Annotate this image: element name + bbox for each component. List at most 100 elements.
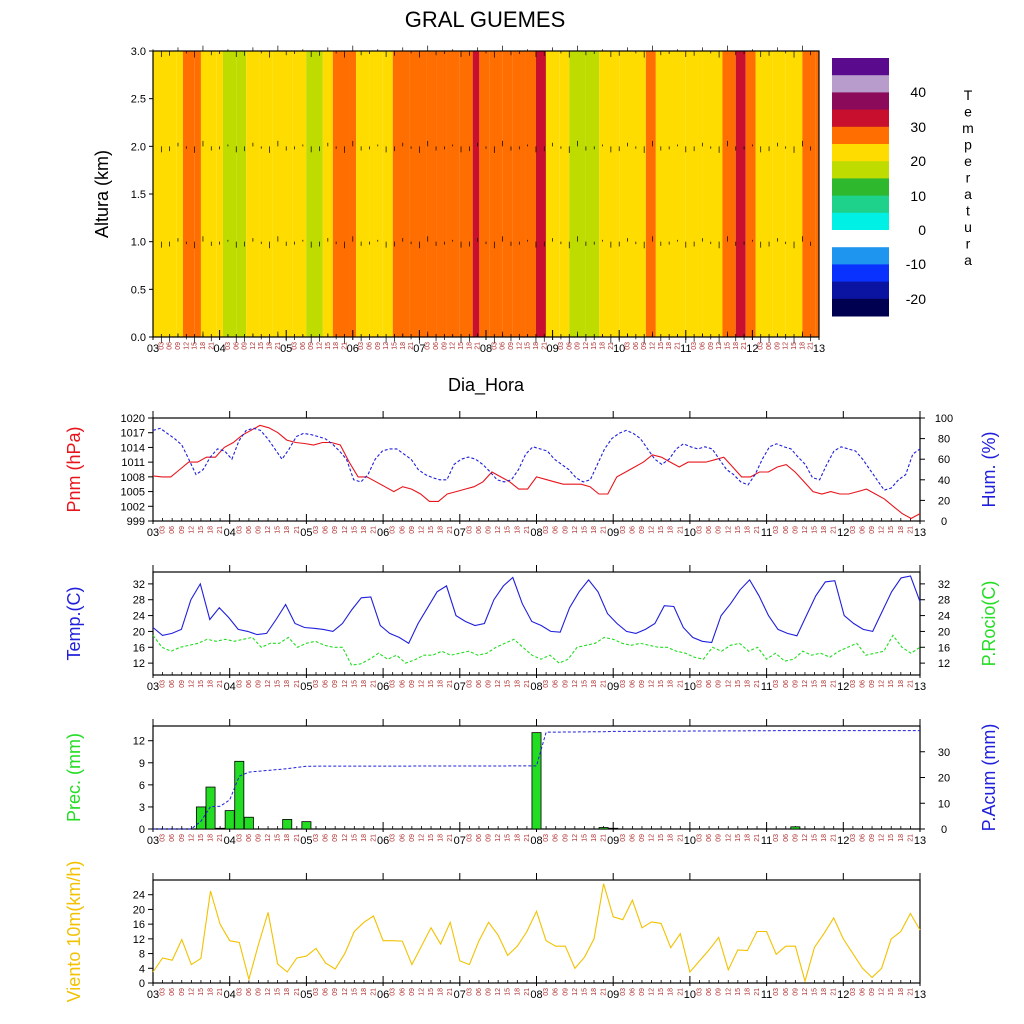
wind-panel-hour-label: 09: [255, 988, 262, 996]
pressure-panel-hour-label: 09: [869, 526, 876, 534]
temp-panel-right-tick-label: 12: [938, 658, 950, 670]
pressure-panel-left-tick-label: 1005: [121, 487, 145, 499]
wind-panel-hour-label: 03: [543, 988, 550, 996]
pressure-panel-right-axis-label: Hum. (%): [979, 432, 999, 508]
colorbar-tick-label: -10: [906, 256, 926, 272]
heatmap-hour-label: 21: [541, 342, 548, 350]
temp-panel-right-tick-label: 16: [938, 642, 950, 654]
temp-panel-day-label: 09: [607, 681, 619, 693]
colorbar-label-letter: r: [966, 170, 971, 186]
colorbar-label-letter: a: [964, 252, 972, 268]
colorbar-swatch: [832, 298, 889, 317]
wind-panel-hour-label: 12: [802, 988, 809, 996]
heatmap-hour-label: 09: [308, 342, 315, 350]
colorbar-tick-label: 0: [918, 222, 926, 238]
pressure-panel-hour-label: 09: [562, 526, 569, 534]
precip-panel-hour-label: 06: [783, 834, 790, 842]
pressure-panel-hour-label: 09: [716, 526, 723, 534]
wind-panel-hour-label: 12: [342, 988, 349, 996]
heatmap-band: [176, 51, 183, 337]
temp-panel-hour-label: 12: [495, 680, 502, 688]
precip-panel-day-label: 13: [914, 835, 926, 847]
heatmap-hour-label: 03: [691, 342, 698, 350]
heatmap-band: [306, 51, 323, 337]
pressure-panel-hour-label: 15: [505, 526, 512, 534]
temp-panel-hour-label: 06: [859, 680, 866, 688]
wind-panel-hour-label: 15: [812, 988, 819, 996]
precip-panel-hour-label: 09: [792, 834, 799, 842]
pressure-panel-hour-label: 18: [208, 526, 215, 534]
heatmap-band: [672, 51, 686, 337]
temp-panel-left-axis-label: Temp.(C): [64, 586, 84, 660]
temp-panel-day-label: 11: [761, 681, 772, 693]
heatmap-hour-label: 06: [167, 342, 174, 350]
temp-panel-hour-label: 03: [696, 680, 703, 688]
wind-panel-hour-label: 06: [629, 988, 636, 996]
pressure-panel-hour-label: 15: [658, 526, 665, 534]
colorbar-label-letter: e: [964, 104, 972, 120]
heatmap-hour-label: 15: [458, 342, 465, 350]
temp-panel-day-label: 06: [377, 681, 389, 693]
heatmap-hour-label: 03: [625, 342, 632, 350]
pressure-panel-left-axis-label: Pnm (hPa): [64, 426, 84, 512]
heatmap-hour-label: 15: [192, 342, 199, 350]
temp-panel-hour-label: 09: [179, 680, 186, 688]
pressure-panel-hour-label: 12: [265, 526, 272, 534]
dewpoint-line: [152, 634, 921, 666]
pressure-panel-hour-label: 06: [399, 526, 406, 534]
temp-panel-left-tick-label: 16: [133, 642, 145, 654]
heatmap-band: [535, 51, 546, 337]
precip-panel-day-label: 07: [454, 835, 466, 847]
colorbar-label-letter: t: [966, 203, 970, 219]
precip-panel-hour-label: 09: [716, 834, 723, 842]
pressure-panel-hour-label: 15: [198, 526, 205, 534]
pressure-panel-day-label: 11: [761, 527, 772, 539]
heatmap-hour-label: 06: [300, 342, 307, 350]
heatmap-y-tick-label: 2.0: [131, 141, 146, 153]
heatmap-band: [426, 51, 437, 337]
heatmap-y-label: Altura (km): [92, 150, 112, 238]
heatmap-band: [216, 51, 223, 337]
wind-line: [152, 883, 921, 984]
precip-panel-hour-label: 06: [323, 834, 330, 842]
colorbar-swatch: [832, 144, 889, 162]
colorbar-swatch: [832, 75, 889, 93]
wind-panel-hour-label: 06: [169, 988, 176, 996]
wind-panel-day-label: 13: [914, 989, 926, 1001]
heatmap-band: [236, 51, 247, 337]
temp-panel-hour-label: 06: [553, 680, 560, 688]
heatmap-hour-label: 21: [408, 342, 415, 350]
wind-panel-frame: [152, 879, 921, 984]
pressure-panel-hour-label: 18: [591, 526, 598, 534]
pressure-panel-hour-label: 21: [294, 526, 301, 534]
heatmap-band: [472, 51, 480, 337]
wind-panel-hour-label: 12: [418, 988, 425, 996]
precip-bar: [234, 760, 245, 830]
wind-panel-day-label: 05: [300, 989, 312, 1001]
heatmap-hour-label: 06: [500, 342, 507, 350]
heatmap-hour-label: 09: [774, 342, 781, 350]
heatmap-hour-label: 21: [208, 342, 215, 350]
wind-panel-hour-label: 21: [754, 988, 761, 996]
precip-panel-hour-label: 09: [869, 834, 876, 842]
precip-panel-hour-label: 18: [591, 834, 598, 842]
temp-panel-hour-label: 06: [399, 680, 406, 688]
colorbar-tick-label: -20: [906, 291, 926, 307]
pressure-panel-hour-label: 06: [323, 526, 330, 534]
temp-panel-hour-label: 21: [217, 680, 224, 688]
colorbar-swatch: [832, 247, 889, 265]
wind-panel-hour-label: 03: [773, 988, 780, 996]
pressure-panel-hour-label: 18: [361, 526, 368, 534]
temp-panel-hour-label: 03: [160, 680, 167, 688]
chart-title: GRAL GUEMES: [405, 7, 566, 32]
pressure-panel-left-tick-label: 1011: [121, 457, 145, 469]
temp-panel-hour-label: 06: [169, 680, 176, 688]
wind-panel-hour-label: 15: [198, 988, 205, 996]
pressure-panel-hour-label: 09: [409, 526, 416, 534]
heatmap-hour-label: 15: [258, 342, 265, 350]
heatmap-hour-label: 03: [758, 342, 765, 350]
heatmap-band: [735, 51, 746, 337]
precip-panel-hour-label: 12: [572, 834, 579, 842]
precip-panel-hour-label: 15: [658, 834, 665, 842]
